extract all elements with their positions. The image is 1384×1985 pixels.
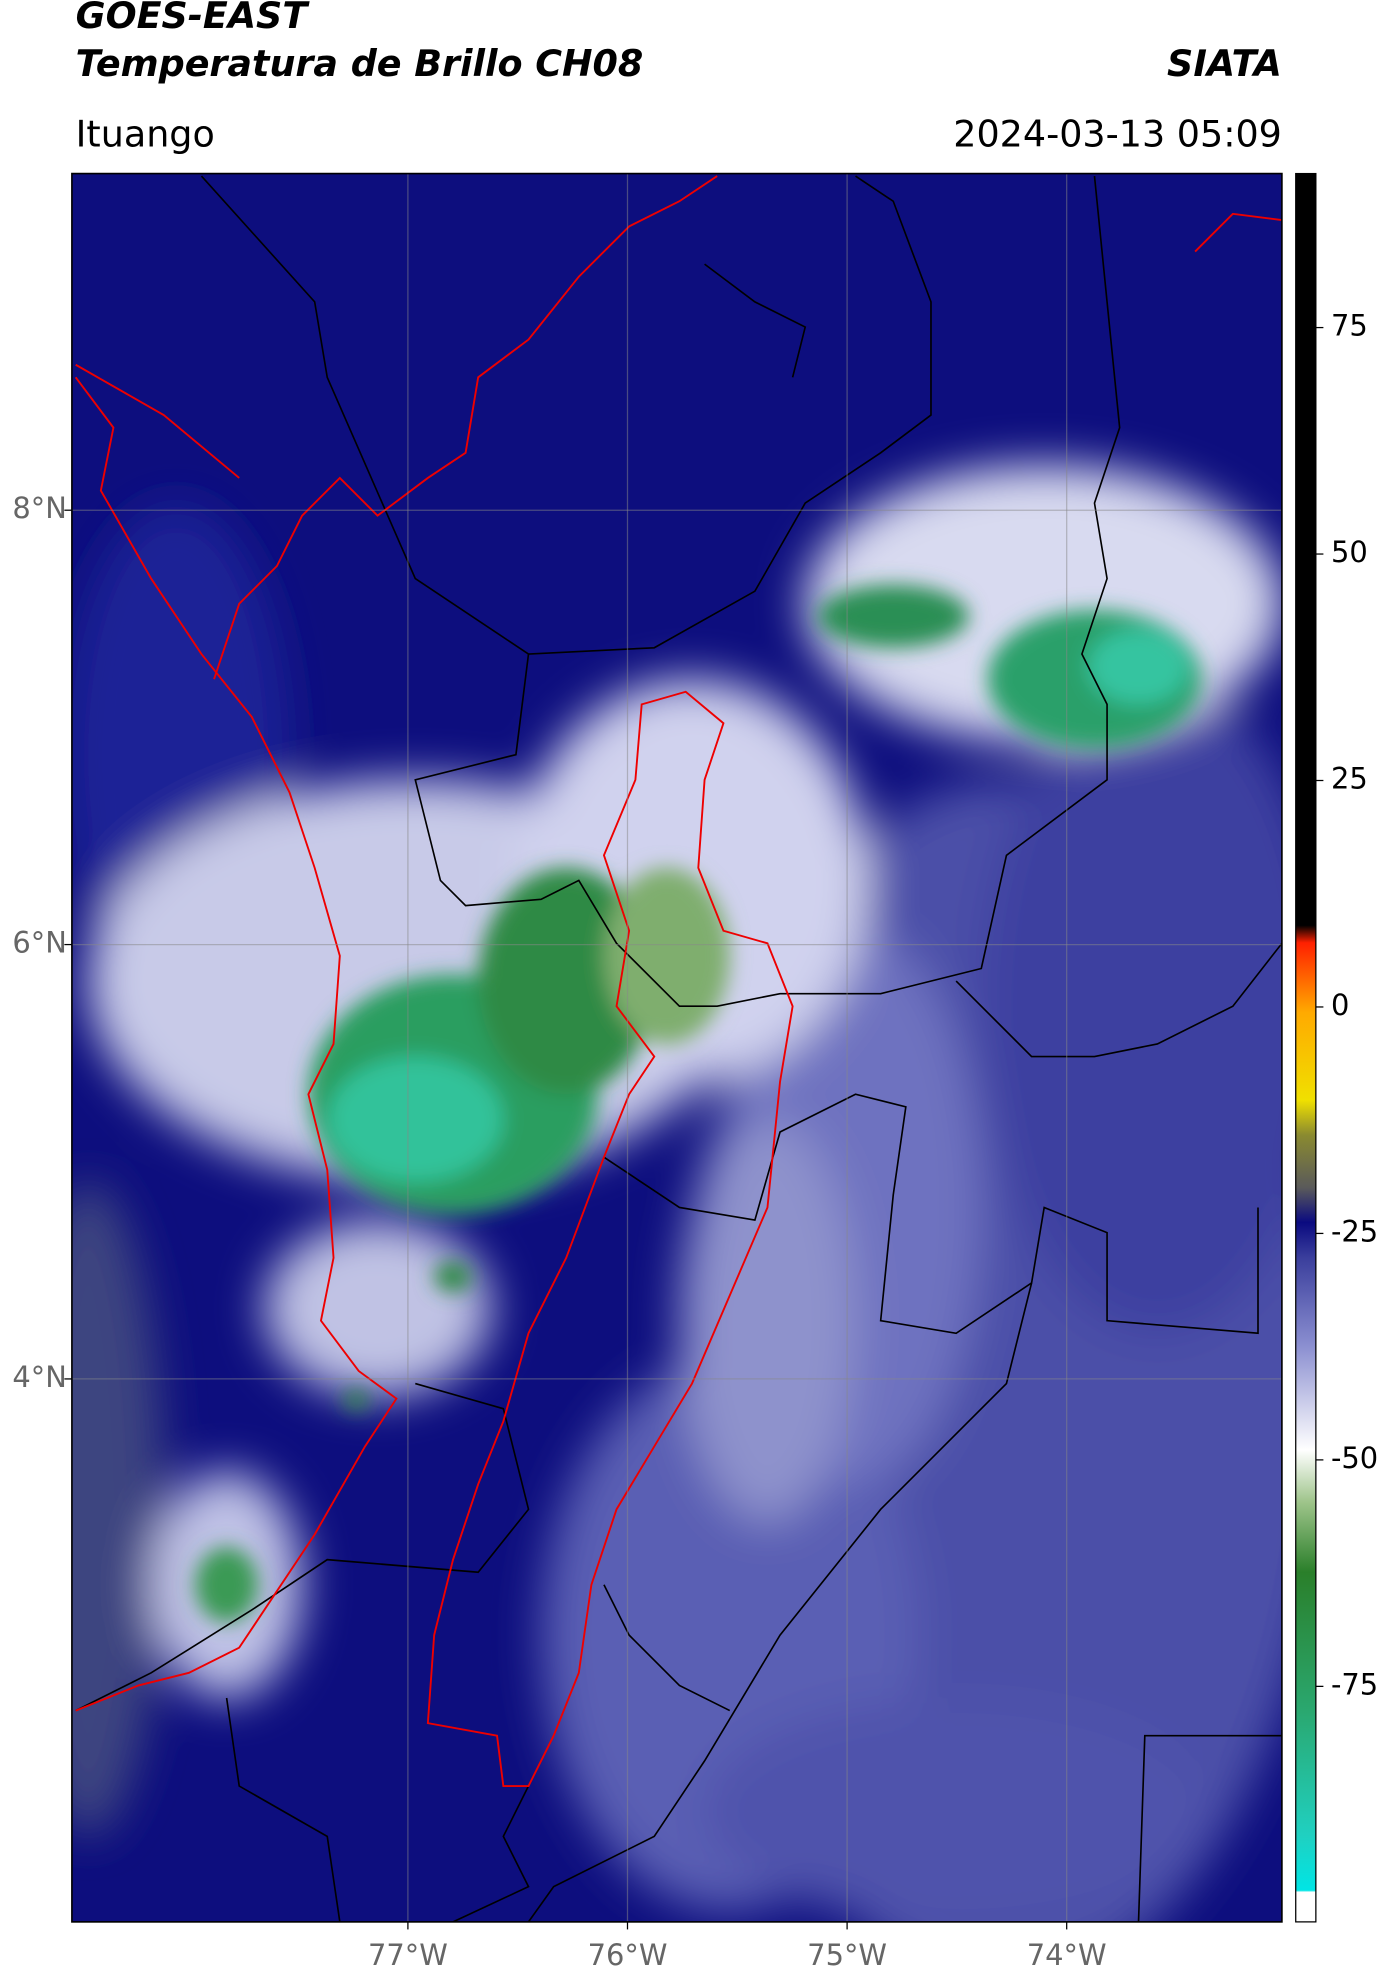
colorbar-tick-label: -75 (1331, 1667, 1378, 1701)
colorbar-tick-label: 0 (1331, 988, 1349, 1022)
lat-tick-label: 6°N (12, 926, 66, 960)
lon-tick-label: 74°W (1027, 1938, 1107, 1972)
lat-tick-label: 4°N (12, 1360, 66, 1394)
colorbar-tick-label: -50 (1331, 1441, 1378, 1475)
graticule (71, 173, 1282, 1922)
lat-tick-label: 8°N (12, 491, 66, 525)
map-frame (71, 172, 1283, 1923)
map-field (71, 173, 1282, 1922)
lon-tick-label: 76°W (588, 1938, 668, 1972)
colorbar-tick-label: 25 (1331, 762, 1368, 796)
lon-tick-label: 77°W (368, 1938, 448, 1972)
colorbar (1295, 172, 1317, 1923)
colorbar-tick-label: -25 (1331, 1214, 1378, 1248)
colorbar-tick-label: 50 (1331, 535, 1368, 569)
source: SIATA (1167, 42, 1282, 85)
location: Ituango (76, 112, 215, 155)
lon-tick-label: 75°W (807, 1938, 887, 1972)
title: GOES-EAST (76, 0, 311, 37)
subtitle: Temperatura de Brillo CH08 (76, 42, 644, 85)
datetime: 2024-03-13 05:09 (953, 112, 1282, 155)
colorbar-tick-label: 75 (1331, 309, 1368, 343)
